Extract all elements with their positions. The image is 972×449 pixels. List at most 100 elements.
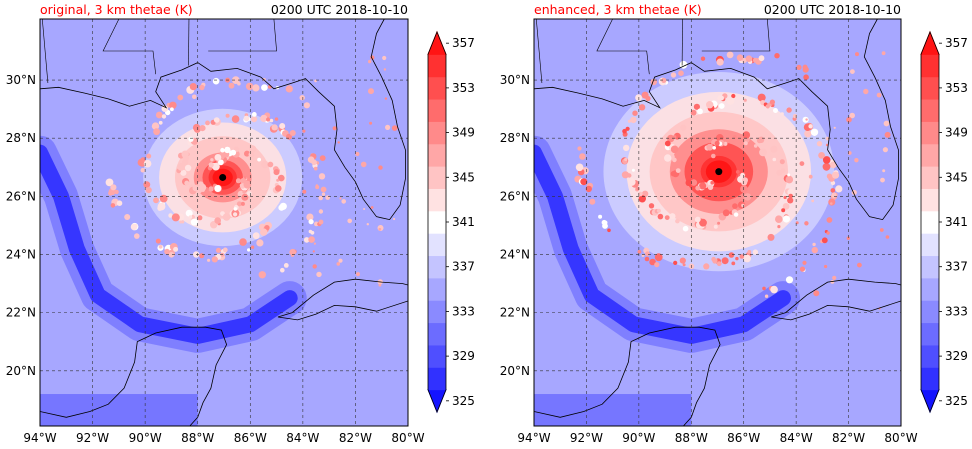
convective-cell-right bbox=[876, 92, 882, 98]
rainband-cell-right bbox=[764, 294, 769, 298]
x-tick-label-right: 90°W bbox=[622, 431, 655, 445]
rainband-cell-right bbox=[645, 251, 650, 257]
convective-cell-left bbox=[382, 55, 387, 61]
x-tick-label-left: 94°W bbox=[23, 431, 56, 445]
rainband-cell-left bbox=[161, 105, 169, 112]
rainband-cell-right bbox=[780, 112, 784, 116]
colorbar-segment-left bbox=[428, 300, 446, 324]
convective-cell-left bbox=[318, 219, 324, 225]
rainband-cell-right bbox=[732, 203, 738, 209]
convective-cell-right bbox=[854, 158, 859, 163]
rainband-cell-right bbox=[579, 153, 586, 160]
rainband-cell-left bbox=[310, 230, 315, 235]
rainband-cell-right bbox=[627, 119, 632, 123]
colorbar-segment-right bbox=[921, 344, 939, 368]
convective-cell-left bbox=[325, 195, 331, 200]
rainband-cell-right bbox=[782, 203, 790, 210]
rainband-cell-right bbox=[670, 145, 679, 154]
rainband-cell-right bbox=[664, 140, 671, 147]
rainband-cell-left bbox=[235, 178, 241, 184]
rainband-cell-left bbox=[153, 128, 161, 136]
rainband-cell-right bbox=[716, 261, 722, 267]
rainband-cell-left bbox=[275, 185, 282, 192]
rainband-cell-left bbox=[192, 184, 200, 192]
rainband-cell-left bbox=[155, 111, 163, 119]
rainband-cell-right bbox=[638, 104, 646, 111]
rainband-cell-right bbox=[621, 171, 630, 179]
rainband-cell-left bbox=[179, 220, 183, 224]
rainband-cell-right bbox=[781, 208, 786, 213]
colorbar-segment-left bbox=[428, 344, 446, 368]
y-tick-label-left: 26°N bbox=[6, 189, 36, 203]
x-tick-label-left: 84°W bbox=[286, 431, 319, 445]
rainband-cell-left bbox=[233, 207, 238, 211]
colorbar-tick-label-left: 333 bbox=[452, 304, 475, 318]
rainband-cell-right bbox=[690, 109, 697, 116]
colorbar-segment-right bbox=[921, 54, 939, 78]
rainband-cell-left bbox=[308, 219, 314, 225]
rainband-cell-right bbox=[638, 191, 643, 197]
rainband-cell-left bbox=[185, 209, 193, 217]
convective-cell-left bbox=[319, 155, 326, 162]
rainband-cell-right bbox=[645, 95, 651, 102]
rainband-cell-left bbox=[273, 169, 280, 176]
colorbar-tick-label-left: 337 bbox=[452, 260, 475, 274]
rainband-cell-left bbox=[246, 191, 252, 196]
colorbar-tick-label-right: 357 bbox=[945, 36, 968, 50]
rainband-cell-left bbox=[231, 76, 240, 84]
rainband-cell-right bbox=[607, 228, 611, 233]
convective-cell-right bbox=[880, 177, 885, 183]
y-tick-label-left: 22°N bbox=[6, 306, 36, 320]
rainband-cell-right bbox=[622, 128, 627, 134]
rainband-cell-left bbox=[211, 256, 218, 263]
rainband-cell-right bbox=[644, 256, 650, 262]
rainband-cell-left bbox=[231, 115, 240, 123]
rainband-cell-left bbox=[158, 244, 163, 249]
rainband-cell-right bbox=[654, 253, 663, 262]
rainband-cell-left bbox=[199, 253, 205, 259]
rainband-cell-right bbox=[627, 178, 636, 186]
rainband-cell-right bbox=[631, 168, 635, 172]
rainband-cell-left bbox=[251, 112, 257, 117]
border-right bbox=[596, 19, 650, 75]
rainband-cell-left bbox=[170, 107, 174, 112]
convective-cell-right bbox=[826, 173, 833, 179]
colorbar-segment-right bbox=[921, 277, 939, 301]
border-left bbox=[188, 19, 190, 66]
colorbar-segment-left bbox=[428, 54, 446, 78]
rainband-cell-right bbox=[772, 157, 777, 162]
rainband-cell-right bbox=[680, 124, 687, 131]
rainband-cell-right bbox=[753, 57, 758, 63]
rainband-cell-left bbox=[171, 213, 180, 222]
rainband-cell-right bbox=[826, 217, 833, 223]
rainband-cell-right bbox=[757, 136, 765, 143]
colorbar-left: 325 329 333 337 341 345 349 353 357 bbox=[427, 30, 475, 414]
rainband-cell-right bbox=[742, 177, 748, 184]
cold-band-right bbox=[534, 144, 791, 344]
rainband-cell-right bbox=[785, 175, 794, 184]
convective-cell-left bbox=[316, 271, 322, 278]
convective-cell-right bbox=[833, 126, 836, 129]
rainband-cell-left bbox=[260, 228, 268, 236]
rainband-cell-right bbox=[822, 162, 831, 171]
y-tick-label-right: 30°N bbox=[500, 73, 530, 87]
rainband-cell-left bbox=[181, 150, 189, 158]
colorbar-outline-right bbox=[920, 30, 940, 414]
rainband-cell-left bbox=[261, 84, 268, 91]
thetae-field-right bbox=[534, 19, 901, 426]
storm-eye-marker-right bbox=[715, 168, 723, 176]
convective-cell-left bbox=[391, 125, 398, 131]
colorbar-tick-label-left: 349 bbox=[452, 126, 475, 140]
convective-cell-left bbox=[356, 272, 360, 277]
rainband-cell-left bbox=[110, 203, 116, 208]
colorbar-tick-label-right: 337 bbox=[945, 260, 968, 274]
rainband-cell-left bbox=[269, 118, 274, 123]
rainband-cell-left bbox=[276, 178, 280, 182]
rainband-cell-right bbox=[741, 203, 745, 208]
convective-cell-left bbox=[337, 141, 340, 144]
rainband-cell-right bbox=[716, 134, 724, 142]
colorbar-segment-left bbox=[428, 210, 446, 234]
coastline-left bbox=[277, 278, 408, 321]
x-tick-label-right: 86°W bbox=[727, 431, 760, 445]
rainband-cell-left bbox=[207, 258, 211, 262]
